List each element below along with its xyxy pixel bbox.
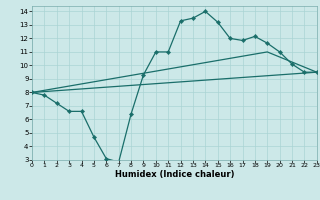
- X-axis label: Humidex (Indice chaleur): Humidex (Indice chaleur): [115, 170, 234, 179]
